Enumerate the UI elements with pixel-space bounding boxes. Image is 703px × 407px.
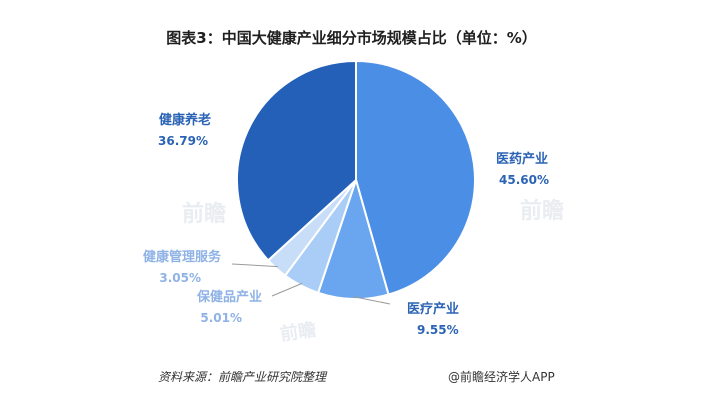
slice-name-label-1: 医疗产业 — [407, 301, 459, 317]
pie-slice-4 — [236, 59, 357, 262]
source-note: 资料来源：前瞻产业研究院整理 — [158, 370, 327, 384]
slice-name-label-0: 医药产业 — [496, 151, 548, 167]
slice-value-label-2: 5.01% — [200, 311, 242, 325]
slice-value-label-1: 9.55% — [417, 323, 459, 337]
credit-note: @前瞻经济学人APP — [448, 370, 555, 384]
watermark-right: 前瞻 — [520, 199, 565, 224]
pie-slice-0 — [355, 59, 476, 296]
slice-name-label-2: 保健品产业 — [196, 289, 262, 305]
slice-value-label-0: 45.60% — [499, 173, 549, 187]
chart-title: 图表3：中国大健康产业细分市场规模占比（单位：%） — [166, 29, 537, 47]
slice-value-label-4: 36.79% — [158, 134, 208, 148]
slice-name-label-4: 健康养老 — [159, 112, 211, 128]
leader-line-1 — [353, 296, 391, 305]
slice-name-label-3: 健康管理服务 — [143, 249, 222, 265]
leader-line-3 — [231, 263, 278, 268]
slice-value-label-3: 3.05% — [159, 271, 201, 285]
leader-line-2 — [271, 282, 303, 297]
watermark-left: 前瞻 — [182, 202, 227, 227]
